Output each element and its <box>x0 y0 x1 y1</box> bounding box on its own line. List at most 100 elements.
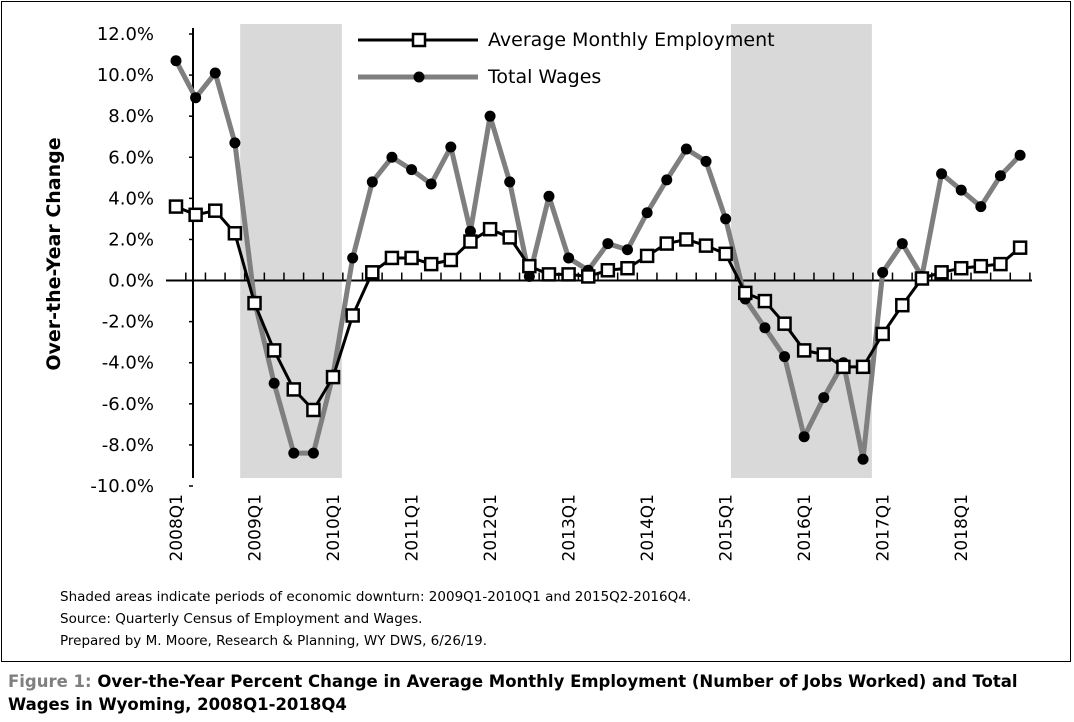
employment-point <box>855 359 871 375</box>
employment-point <box>325 369 341 385</box>
employment-point <box>404 250 419 266</box>
downturn-shading <box>240 24 872 478</box>
legend: Average Monthly Employment Total Wages <box>358 29 775 88</box>
wages-point <box>229 137 241 149</box>
employment-point <box>168 199 184 214</box>
wages-point <box>543 190 555 202</box>
employment-point <box>286 382 302 397</box>
x-tick-label: 2012Q1 <box>481 494 501 561</box>
y-tick-label: 12.0% <box>97 24 154 45</box>
employment-point <box>718 246 733 262</box>
wages-point <box>445 141 457 153</box>
figure-frame <box>1 1 1071 662</box>
wages-point <box>994 170 1006 182</box>
employment-point <box>561 267 576 282</box>
wages-point <box>700 155 712 167</box>
employment-point <box>934 265 949 280</box>
employment-point <box>973 258 989 274</box>
employment-point <box>993 256 1008 272</box>
employment-point <box>895 297 910 313</box>
y-tick-label: 4.0% <box>108 188 154 209</box>
note-prepared-by: Prepared by M. Moore, Research & Plannin… <box>60 633 487 649</box>
line-chart: 12.0% 10.0% 8.0% 6.0% 4.0% 2.0% 0.0% -2.0% -4.0%… <box>43 24 1032 561</box>
employment-point <box>522 258 537 274</box>
wages-point <box>661 174 673 186</box>
employment-point <box>208 203 223 218</box>
employment-point <box>423 256 439 272</box>
employment-point <box>306 402 321 418</box>
wages-point <box>209 67 221 79</box>
y-tick-label: -10.0% <box>90 476 154 497</box>
note-shaded-areas: Shaded areas indicate periods of economi… <box>60 589 692 605</box>
x-axis: 2008Q1 2009Q1 2010Q1 2011Q1 2012Q1 2013Q1 2014… <box>166 272 1032 561</box>
wages-point <box>366 176 378 188</box>
wages-point <box>641 207 653 219</box>
wages-point <box>170 55 182 67</box>
x-tick-label: 2010Q1 <box>324 494 344 561</box>
x-tick-label: 2018Q1 <box>952 494 972 561</box>
wages-point <box>464 225 476 237</box>
wages-point <box>347 252 359 264</box>
employment-point <box>345 308 360 323</box>
wages-point <box>975 201 987 213</box>
employment-point <box>266 343 282 358</box>
wages-point <box>484 110 496 122</box>
x-tick-label: 2009Q1 <box>246 494 266 561</box>
employment-point <box>777 316 792 331</box>
employment-point <box>463 234 478 249</box>
figure-caption-prefix: Figure 1: <box>8 672 92 691</box>
wages-point <box>602 238 614 250</box>
wages-point <box>779 351 791 363</box>
y-tick-label: 8.0% <box>108 106 154 127</box>
x-tick-label: 2017Q1 <box>874 494 894 561</box>
employment-point <box>227 226 243 241</box>
employment-point <box>247 295 262 311</box>
wages-point <box>955 184 967 196</box>
legend-marker-square <box>411 32 427 48</box>
employment-point <box>953 260 969 276</box>
employment-point <box>620 260 635 276</box>
employment-point <box>188 207 203 223</box>
employment-point <box>365 265 380 280</box>
figure-caption-text: Over-the-Year Percent Change in Average … <box>8 672 1018 714</box>
employment-point <box>541 267 557 282</box>
y-tick-label: -4.0% <box>102 353 154 374</box>
y-tick-label: -2.0% <box>102 312 154 333</box>
wages-point <box>857 453 869 465</box>
legend-marker-circle <box>413 71 425 83</box>
wages-point <box>406 164 418 176</box>
wages-point <box>936 168 948 180</box>
legend-label: Average Monthly Employment <box>488 29 775 51</box>
wages-point <box>563 252 575 264</box>
chart-notes: Shaded areas indicate periods of economi… <box>60 586 691 652</box>
wages-point <box>759 322 771 334</box>
employment-point <box>757 293 773 309</box>
wages-point <box>307 447 319 459</box>
employment-point <box>816 347 832 362</box>
x-tick-label: 2014Q1 <box>638 494 658 561</box>
employment-point <box>738 285 753 301</box>
wages-point <box>190 92 202 104</box>
y-tick-label: 6.0% <box>108 147 154 168</box>
wages-point <box>268 377 280 389</box>
wages-point <box>523 270 535 282</box>
employment-point <box>639 248 655 264</box>
wages-point <box>680 143 692 155</box>
employment-point <box>1012 240 1028 255</box>
employment-point <box>698 238 714 253</box>
employment-point <box>384 250 400 266</box>
wages-point <box>425 178 437 190</box>
wages-point <box>504 176 516 188</box>
x-tick-label: 2008Q1 <box>167 494 187 561</box>
y-axis-title: Over-the-Year Change <box>43 137 65 370</box>
y-tick-label: 10.0% <box>97 65 154 86</box>
wages-point <box>288 447 300 459</box>
wages-point <box>621 244 633 256</box>
employment-point <box>502 230 517 245</box>
employment-point <box>875 326 890 342</box>
figure-caption: Figure 1: Over-the-Year Percent Change i… <box>8 670 1068 716</box>
x-tick-label: 2016Q1 <box>795 494 815 561</box>
employment-point <box>796 343 812 358</box>
employment-point <box>443 252 459 268</box>
y-axis: 12.0% 10.0% 8.0% 6.0% 4.0% 2.0% 0.0% -2.0% -4.0%… <box>90 24 194 497</box>
